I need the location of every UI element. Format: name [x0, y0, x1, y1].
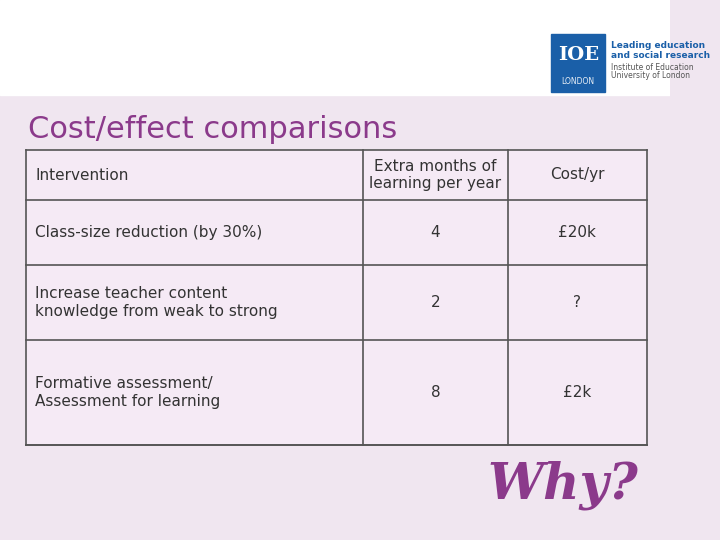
Bar	[552, 34, 606, 92]
Text: Why?: Why?	[487, 460, 638, 510]
Text: IOE: IOE	[558, 46, 599, 64]
Bar	[26, 150, 647, 445]
Bar	[0, 0, 670, 95]
Text: Formative assessment/
Assessment for learning: Formative assessment/ Assessment for lea…	[35, 376, 220, 409]
Text: 8: 8	[431, 385, 440, 400]
Text: LONDON: LONDON	[562, 78, 595, 86]
Text: £2k: £2k	[563, 385, 591, 400]
Text: Extra months of
learning per year: Extra months of learning per year	[369, 159, 501, 191]
Text: £20k: £20k	[559, 225, 596, 240]
Text: Class-size reduction (by 30%): Class-size reduction (by 30%)	[35, 225, 263, 240]
Text: University of London: University of London	[611, 71, 690, 80]
Text: Cost/yr: Cost/yr	[550, 167, 605, 183]
Text: Cost/effect comparisons: Cost/effect comparisons	[28, 116, 397, 145]
Text: and social research: and social research	[611, 51, 710, 60]
Text: Institute of Education: Institute of Education	[611, 63, 693, 71]
Text: 2: 2	[431, 295, 440, 310]
Text: ?: ?	[573, 295, 581, 310]
Text: Leading education: Leading education	[611, 42, 705, 51]
Text: Increase teacher content
knowledge from weak to strong: Increase teacher content knowledge from …	[35, 286, 278, 319]
Text: 4: 4	[431, 225, 440, 240]
Text: Intervention: Intervention	[35, 167, 129, 183]
